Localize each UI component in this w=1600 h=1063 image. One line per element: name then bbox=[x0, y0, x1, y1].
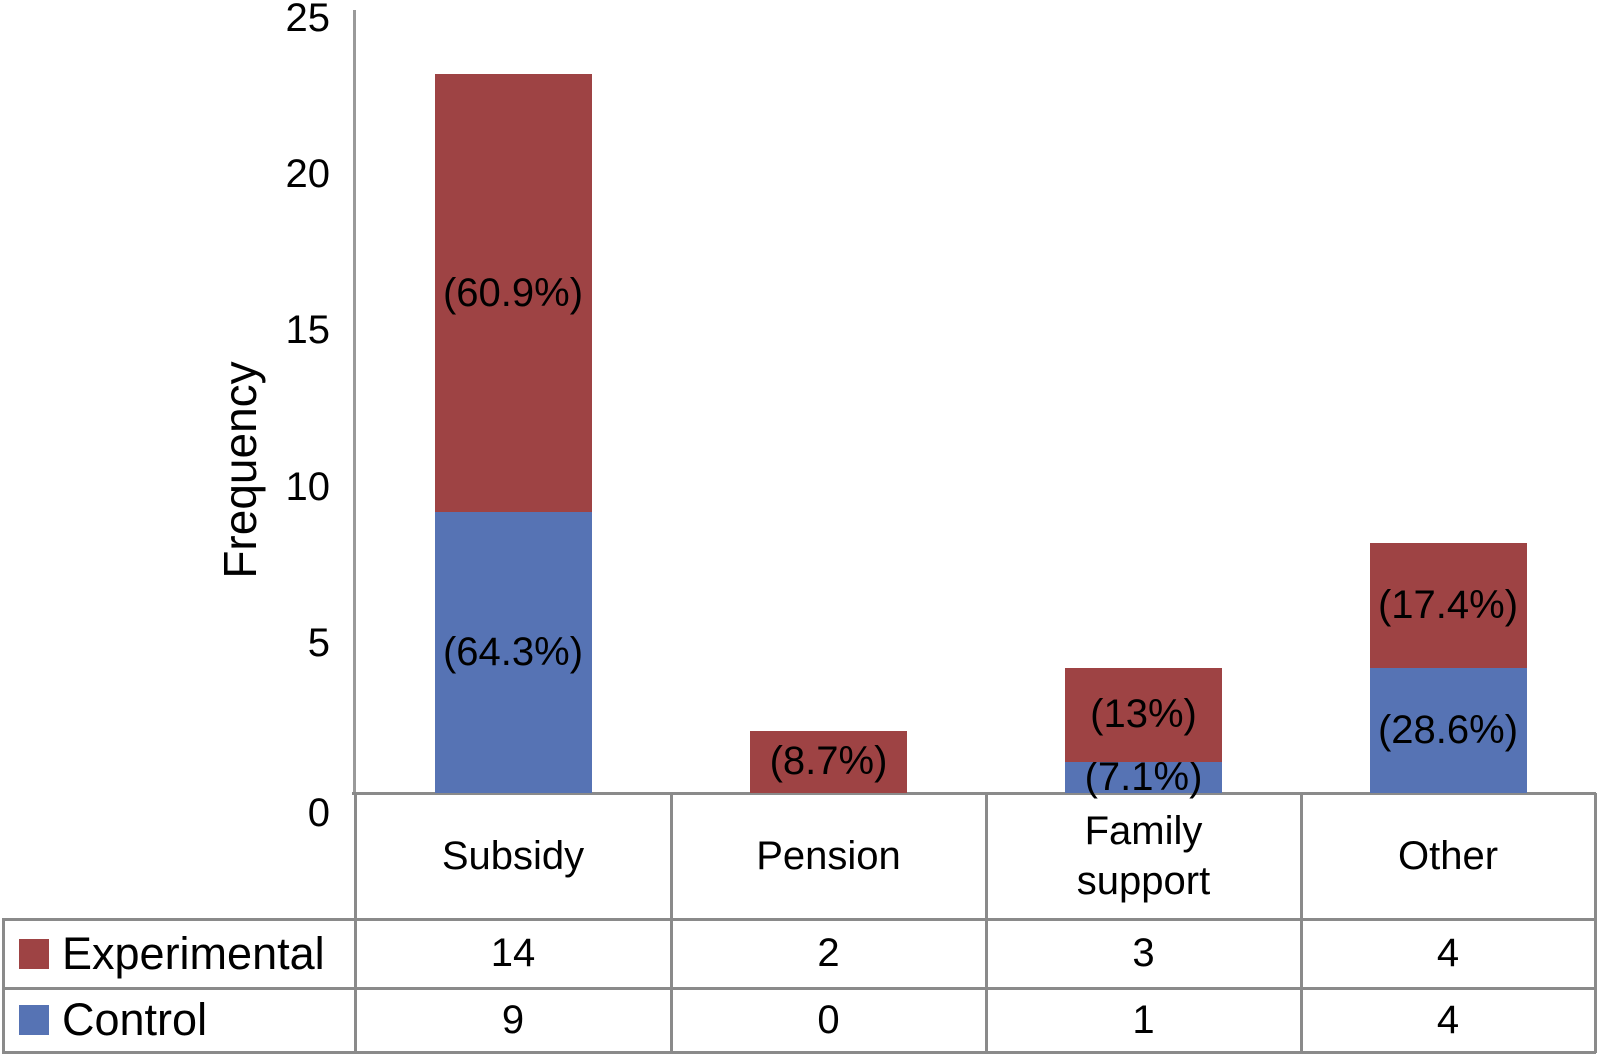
bar-percent-label: (60.9%) bbox=[442, 270, 584, 315]
y-axis-line bbox=[353, 10, 356, 794]
table-border-left bbox=[2, 919, 5, 1053]
table-cell-experimental-subsidy: 14 bbox=[490, 931, 536, 975]
table-border-v0 bbox=[354, 793, 357, 1053]
bar-percent-label: (28.6%) bbox=[1377, 708, 1519, 752]
table-cell-experimental-pension: 2 bbox=[817, 931, 840, 975]
bar-segment-experimental-family-support: (13%) bbox=[1065, 668, 1222, 762]
bar-segment-control-other: (28.6%) bbox=[1369, 668, 1527, 793]
y-tick-label: 25 bbox=[285, 0, 331, 40]
table-border-h3 bbox=[2, 1051, 1596, 1054]
bar-segment-experimental-subsidy: (60.9%) bbox=[434, 74, 592, 512]
category-cell: Other bbox=[1301, 793, 1595, 919]
y-tick-label: 20 bbox=[285, 152, 331, 197]
category-cell: Pension bbox=[671, 793, 986, 919]
table-border-h1 bbox=[2, 918, 1596, 921]
bar-segment-experimental-pension: (8.7%) bbox=[750, 730, 907, 793]
table-cell-control-family-support: 1 bbox=[1132, 997, 1155, 1042]
table-cell-control-subsidy: 9 bbox=[501, 997, 525, 1042]
bar-percent-label: (7.1%) bbox=[1084, 754, 1203, 799]
axis-baseline bbox=[352, 792, 1596, 795]
y-tick-label: 10 bbox=[285, 464, 331, 509]
legend-cell-experimental: Experimental bbox=[3, 919, 355, 988]
table-border-v2 bbox=[985, 793, 988, 1053]
y-tick-label: 15 bbox=[285, 308, 331, 353]
y-tick-label: 0 bbox=[307, 791, 330, 835]
y-tick-label: 5 bbox=[307, 620, 330, 665]
legend-swatch-control bbox=[19, 1005, 49, 1035]
bar-segment-control-subsidy: (64.3%) bbox=[434, 511, 592, 793]
bar-percent-label: (13%) bbox=[1090, 692, 1197, 737]
table-border-v3 bbox=[1300, 793, 1303, 1053]
category-label: Subsidy bbox=[441, 834, 585, 878]
legend-label: Experimental bbox=[62, 927, 325, 979]
bar-percent-label: (17.4%) bbox=[1377, 583, 1519, 628]
legend-cell-control: Control bbox=[3, 988, 355, 1052]
table-cell-experimental-other: 4 bbox=[1436, 931, 1460, 975]
table-border-v4 bbox=[1594, 793, 1597, 1053]
bar-percent-label: (64.3%) bbox=[442, 629, 584, 674]
category-cell: Family support bbox=[986, 793, 1301, 919]
bar-segment-experimental-other: (17.4%) bbox=[1369, 543, 1527, 669]
legend-swatch-experimental bbox=[19, 938, 49, 969]
table-cell-control-other: 4 bbox=[1436, 997, 1460, 1042]
table-border-h2 bbox=[2, 987, 1596, 990]
bar-segment-control-family-support: (7.1%) bbox=[1065, 755, 1222, 799]
table-cell-control-pension: 0 bbox=[817, 997, 840, 1042]
category-label: Family support bbox=[1076, 809, 1211, 903]
category-cell: Subsidy bbox=[355, 793, 671, 919]
category-label: Other bbox=[1397, 834, 1499, 878]
bar-percent-label: (8.7%) bbox=[769, 739, 888, 784]
table-border-v1 bbox=[670, 793, 673, 1053]
table-cell-experimental-family-support: 3 bbox=[1132, 931, 1155, 975]
category-label: Pension bbox=[756, 834, 901, 878]
legend-label: Control bbox=[62, 994, 208, 1045]
